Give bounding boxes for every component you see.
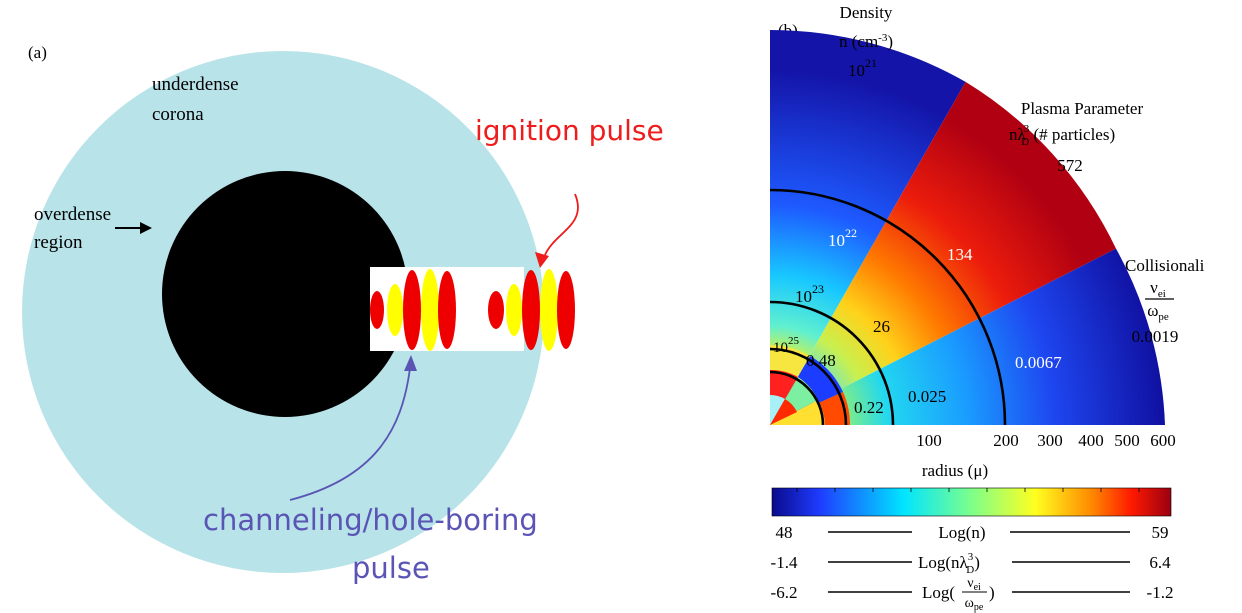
collisionality-outer-value: 0.0019 <box>1132 327 1179 346</box>
plasma-parameter-title: Plasma Parameter <box>1021 99 1144 118</box>
collision-value-0.0067: 0.0067 <box>1015 353 1062 372</box>
contour-arc <box>769 347 848 426</box>
pulse-red <box>403 270 421 350</box>
panel-a: (a) underdense corona overdense region <box>22 43 664 585</box>
overdense-label-line2: region <box>34 232 83 253</box>
colorbar-row-label: Log(nλ3 D) <box>918 551 980 576</box>
overdense-core <box>162 171 408 417</box>
plasma-outer-value: 572 <box>1057 156 1083 175</box>
corona-label-line2: corona <box>152 104 204 125</box>
pulse-red <box>522 270 540 350</box>
panel-b: (b) Density n (cm-3) 1021 Plasma Paramet <box>769 3 1205 613</box>
density-sector <box>770 30 966 425</box>
colorbar-row-label: Log( <box>922 583 955 602</box>
ignition-arrow <box>535 193 579 268</box>
channeling-pulse-train <box>370 269 456 351</box>
channeling-label-line2: pulse <box>352 551 430 585</box>
plasma-value-134: 134 <box>947 245 973 264</box>
contour-arc <box>769 188 1007 426</box>
pulse-red <box>370 291 384 329</box>
svg-text:ωpe: ωpe <box>1147 301 1169 323</box>
contour-arc <box>769 370 825 426</box>
radius-tick-label: 600 <box>1150 431 1176 450</box>
colorbar-row-min: -1.4 <box>771 553 798 572</box>
radius-tick-label: 200 <box>993 431 1019 450</box>
colorbar-legend: 48 Log(n) 59 -1.4 Log(nλ3 D) 6.4 -6.2 Log… <box>771 523 1174 613</box>
channeling-label-line1: channeling/hole-boring <box>203 503 538 537</box>
plasma-value-0.48: 0.48 <box>806 351 836 370</box>
pulse-yellow <box>506 284 522 336</box>
corona-label-line1: underdense <box>152 74 239 95</box>
svg-text:ωpe: ωpe <box>965 596 984 613</box>
panel-a-label: (a) <box>28 43 47 62</box>
radius-tick-label: 300 <box>1037 431 1063 450</box>
colorbar-row-min: -6.2 <box>771 583 798 602</box>
ignition-pulse-train <box>488 269 575 351</box>
collisionality-sector <box>770 248 1165 425</box>
colorbar-row-label: Log(n) <box>938 523 985 542</box>
inner-core-pattern <box>770 345 851 425</box>
colorbar-row-max: 6.4 <box>1149 553 1171 572</box>
radius-tick-label: 100 <box>916 431 942 450</box>
density-label-1e23: 1023 <box>795 282 824 306</box>
svg-text:νei: νei <box>967 576 981 593</box>
collision-value-0.22: 0.22 <box>854 398 884 417</box>
colorbar-row-max: 59 <box>1152 523 1169 542</box>
colorbar-row-max: -1.2 <box>1147 583 1174 602</box>
contour-lines <box>769 188 1007 426</box>
overdense-arrow <box>115 222 152 234</box>
density-label-1e25: 1025 <box>773 335 800 356</box>
pulse-yellow <box>387 284 403 336</box>
pulse-yellow <box>421 269 439 351</box>
collisionality-fraction: νei ωpe <box>1145 278 1174 323</box>
overdense-label-line1: overdense <box>34 204 111 225</box>
pulse-red <box>488 291 504 329</box>
colorbar <box>771 487 1172 517</box>
density-title: Density <box>840 3 893 22</box>
pulse-yellow <box>540 269 558 351</box>
radius-tick-label: 400 <box>1078 431 1104 450</box>
radius-axis: 100 200 300 400 500 600 radius (μ) <box>916 431 1176 480</box>
colorbar-row-min: 48 <box>776 523 793 542</box>
ignition-pulse-label: ignition pulse <box>475 114 664 147</box>
pulse-red <box>557 271 575 349</box>
density-label-1e22: 1022 <box>828 226 857 250</box>
colorbar-gradient <box>771 487 1172 517</box>
radius-tick-label: 500 <box>1114 431 1140 450</box>
pulse-red <box>438 271 456 349</box>
plasma-value-26: 26 <box>873 317 890 336</box>
collisionality-title: Collisionali <box>1125 256 1205 275</box>
density-unit: n (cm-3) <box>839 32 893 51</box>
radius-axis-label: radius (μ) <box>922 461 988 480</box>
plasma-parameter-unit: nλ3 D (# particles) <box>1009 123 1115 148</box>
svg-text:): ) <box>989 583 995 602</box>
channeling-arrow <box>289 355 417 501</box>
contour-arc <box>769 300 895 426</box>
svg-text:νei: νei <box>1150 278 1166 300</box>
density-outer-value: 1021 <box>848 56 877 80</box>
collision-value-0.025: 0.025 <box>908 387 946 406</box>
